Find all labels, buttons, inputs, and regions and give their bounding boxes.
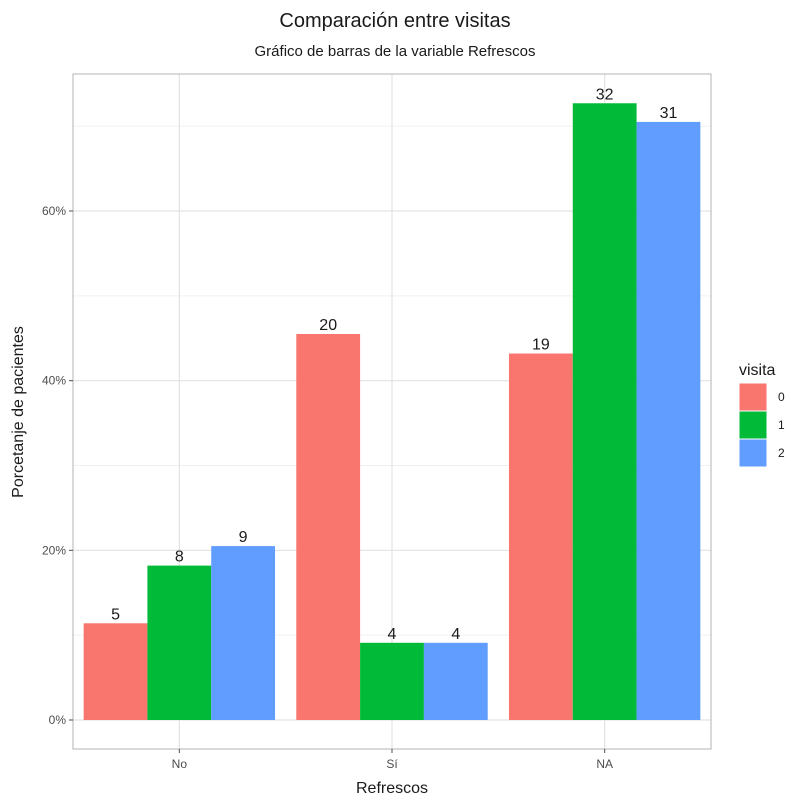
bar — [147, 565, 212, 720]
legend-label: 2 — [778, 446, 785, 460]
x-tick-label: NA — [596, 757, 613, 771]
legend-swatch — [738, 410, 768, 440]
bar-value-label: 8 — [175, 549, 184, 566]
y-axis-title: Porcetanje de pacientes — [10, 326, 27, 498]
x-axis-title: Refrescos — [356, 780, 428, 797]
legend: visita 0 1 2 — [738, 362, 785, 468]
bar — [360, 642, 424, 720]
bar — [423, 642, 488, 720]
legend-title: visita — [739, 362, 776, 379]
bar — [296, 334, 361, 720]
x-tick-label: Sí — [386, 757, 398, 771]
bar-labels: 5 8 9 20 4 4 19 32 31 — [111, 86, 677, 643]
bar-value-label: 9 — [239, 529, 248, 546]
legend-label: 1 — [778, 418, 785, 432]
bar-value-label: 19 — [532, 337, 550, 354]
y-tick-label: 60% — [42, 204, 66, 218]
x-tick-label: No — [172, 757, 188, 771]
bar-value-label: 32 — [596, 86, 614, 103]
chart-subtitle: Gráfico de barras de la variable Refresc… — [255, 43, 536, 60]
bar-value-label: 31 — [660, 105, 678, 122]
bar-value-label: 4 — [451, 626, 460, 643]
y-tick-label: 20% — [42, 543, 66, 557]
legend-swatch — [738, 438, 768, 468]
bar — [211, 546, 276, 720]
x-axis: No Sí NA — [172, 749, 613, 771]
bar — [83, 623, 148, 720]
bar-value-label: 4 — [388, 626, 397, 643]
y-axis: 0% 20% 40% 60% — [42, 204, 73, 727]
legend-label: 0 — [778, 390, 785, 404]
chart-title: Comparación entre visitas — [279, 10, 510, 32]
y-tick-label: 0% — [49, 713, 67, 727]
legend-swatch — [738, 382, 768, 412]
bar — [508, 353, 573, 720]
bar-value-label: 5 — [111, 606, 120, 623]
bar-value-label: 20 — [319, 317, 337, 334]
bar — [572, 103, 637, 721]
bars — [83, 103, 701, 721]
y-tick-label: 40% — [42, 374, 66, 388]
bar — [636, 121, 701, 721]
